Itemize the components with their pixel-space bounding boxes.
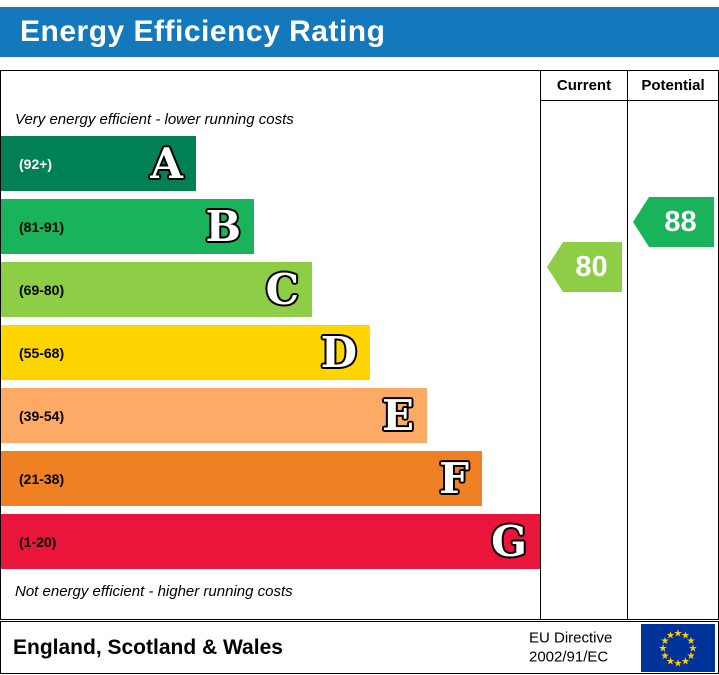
svg-text:★: ★ (666, 631, 675, 642)
potential-rating-value: 88 (664, 205, 697, 238)
title-bar: Energy Efficiency Rating (0, 7, 719, 57)
bottom-note: Not energy efficient - higher running co… (15, 583, 293, 600)
band-e-letter: E (381, 391, 414, 440)
band-f-bar: (21-38) F (1, 451, 482, 506)
current-rating-value: 80 (575, 250, 608, 283)
band-g-letter: G (491, 517, 527, 566)
svg-text:★: ★ (674, 629, 683, 640)
rating-chart: Current Potential Very energy efficient … (0, 70, 719, 620)
region-label: England, Scotland & Wales (13, 635, 283, 659)
footer: England, Scotland & Wales EU Directive 2… (0, 621, 719, 674)
svg-text:★: ★ (687, 636, 696, 647)
eu-directive-label: EU Directive 2002/91/EC (529, 628, 612, 667)
potential-column-divider (627, 71, 628, 619)
band-c-bar: (69-80) C (1, 262, 312, 317)
band-b-letter: B (205, 202, 242, 251)
band-d-bar: (55-68) D (1, 325, 370, 380)
band-a-bar: (92+) A (1, 136, 196, 191)
current-column-header: Current (541, 71, 627, 101)
eu-directive-line2: 2002/91/EC (529, 648, 609, 666)
band-a-letter: A (150, 139, 183, 188)
svg-text:★: ★ (666, 657, 675, 668)
eu-directive-line1: EU Directive (529, 629, 613, 646)
page-title: Energy Efficiency Rating (20, 15, 386, 48)
current-rating-marker: 80 (547, 242, 622, 292)
band-b-bar: (81-91) B (1, 199, 254, 254)
svg-text:★: ★ (687, 651, 696, 662)
potential-column-header: Potential (628, 71, 718, 101)
current-column-divider (540, 71, 541, 619)
eu-flag: ★★★★★★★★★★★★ (641, 624, 715, 672)
band-b-range: (81-91) (19, 218, 65, 235)
svg-text:★: ★ (689, 644, 698, 655)
band-c-range: (69-80) (19, 281, 65, 298)
svg-text:★: ★ (661, 636, 670, 647)
potential-rating-marker: 88 (633, 197, 714, 247)
svg-text:★: ★ (681, 631, 690, 642)
band-d-letter: D (320, 328, 357, 377)
band-g-range: (1-20) (19, 533, 57, 550)
band-e-bar: (39-54) E (1, 388, 427, 443)
svg-text:★: ★ (661, 651, 670, 662)
band-a-range: (92+) (19, 155, 53, 172)
bands-container: (92+) A (81-91) B (69-80) C (55-68) D (3… (1, 136, 540, 577)
band-e-range: (39-54) (19, 407, 65, 424)
band-f-range: (21-38) (19, 470, 65, 487)
svg-text:★: ★ (674, 659, 683, 670)
band-f-letter: F (439, 454, 469, 503)
band-g-bar: (1-20) G (1, 514, 540, 569)
svg-text:★: ★ (681, 657, 690, 668)
top-note: Very energy efficient - lower running co… (15, 111, 294, 128)
band-d-range: (55-68) (19, 344, 65, 361)
band-c-letter: C (265, 265, 299, 314)
svg-text:★: ★ (659, 644, 668, 655)
